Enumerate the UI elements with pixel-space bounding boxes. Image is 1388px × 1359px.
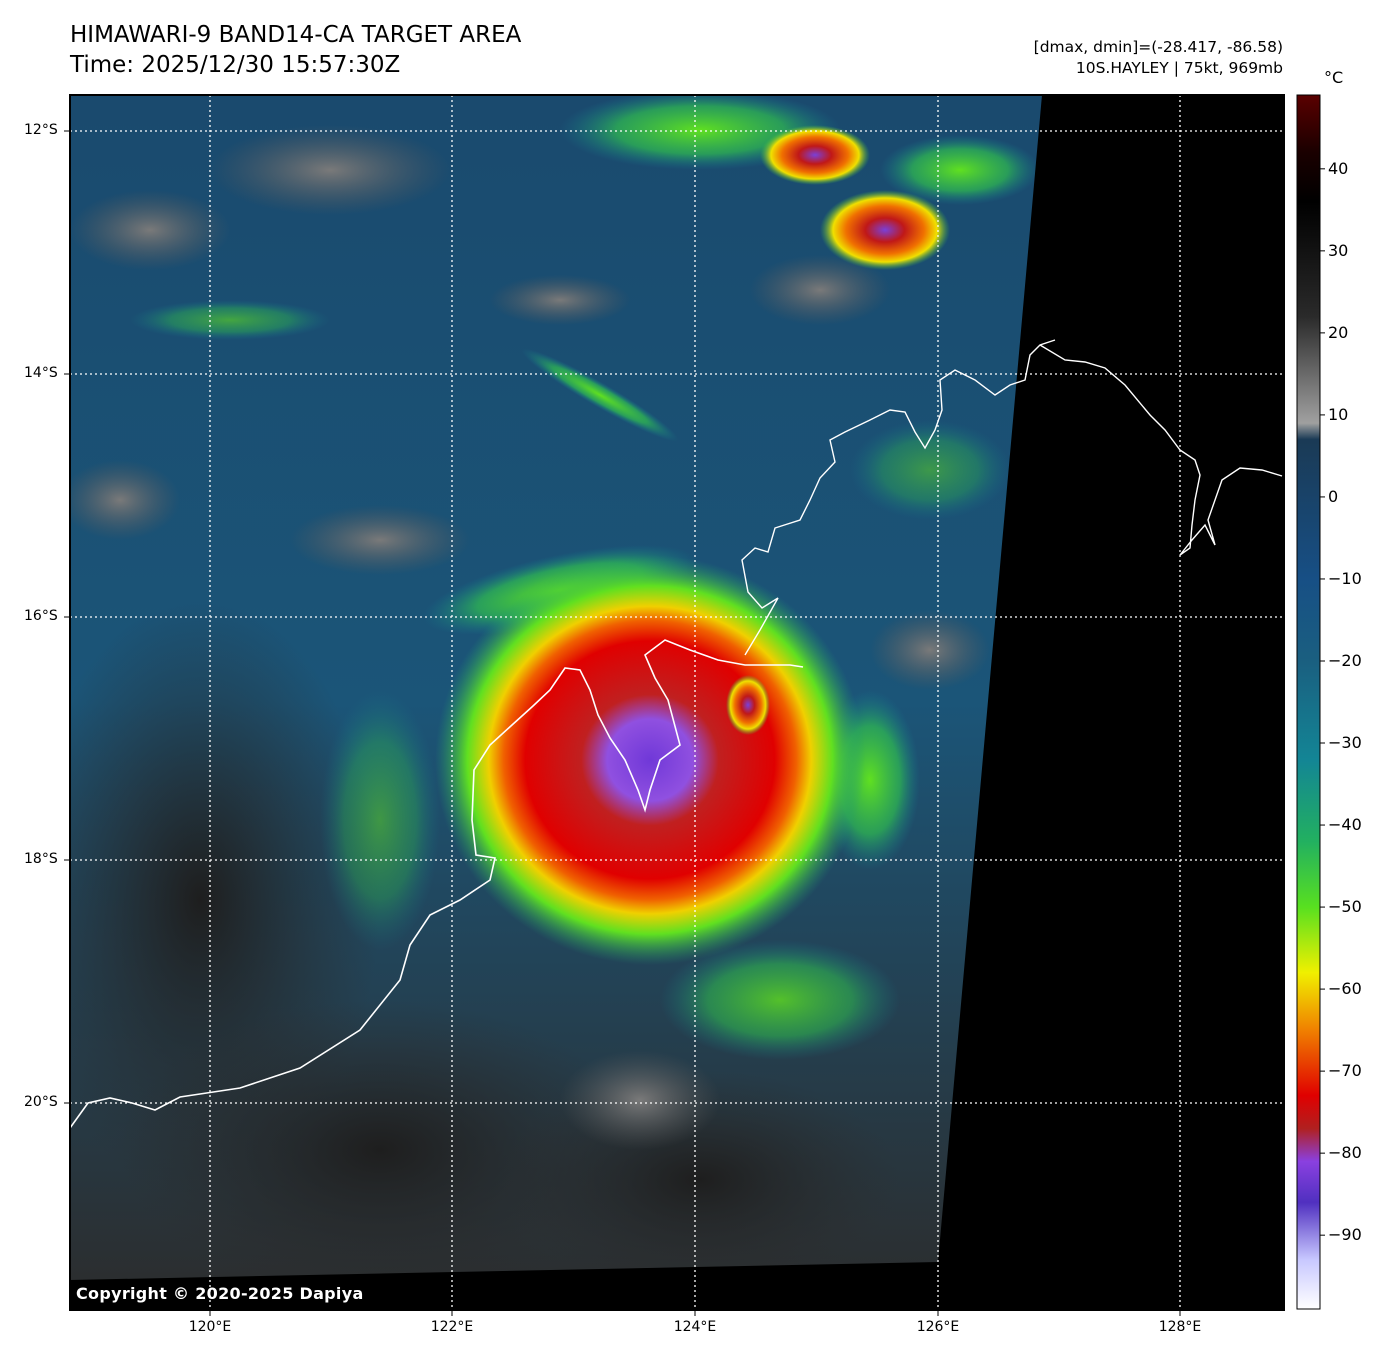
convective-cell — [760, 125, 870, 185]
coastline-kimberley — [70, 639, 804, 1129]
colorbar-tick-label: −80 — [1328, 1143, 1362, 1163]
coastline-northwest — [741, 339, 1056, 656]
graticule — [70, 95, 1284, 1310]
storm-info: 10S.HAYLEY | 75kt, 969mb — [1075, 59, 1283, 77]
copyright-notice: Copyright © 2020-2025 Dapiya — [76, 1284, 364, 1303]
low-cloud — [210, 125, 450, 215]
colorbar-tick-label: 0 — [1328, 486, 1339, 506]
convective-cell — [820, 190, 950, 270]
low-cloud — [290, 505, 470, 575]
axis-ticks — [64, 130, 1181, 1316]
spiral-band — [320, 690, 440, 950]
colorbar-tick-label: −30 — [1328, 733, 1362, 752]
spiral-band — [660, 940, 900, 1060]
cyclone-hayley-core — [435, 555, 865, 965]
coastline-northeast — [1039, 344, 1283, 556]
low-cloud — [560, 1050, 720, 1150]
colorbar-unit: °C — [1324, 68, 1344, 87]
dmax-dmin-readout: [dmax, dmin]=(-28.417, -86.58) — [1033, 38, 1283, 56]
spiral-band — [850, 420, 1010, 520]
lon-label-128e: 128°E — [1158, 1319, 1202, 1335]
low-cloud — [70, 460, 180, 540]
colorbar-tick-label: −70 — [1328, 1061, 1362, 1081]
low-cloud — [750, 255, 890, 325]
colorbar-tick-label: −50 — [1328, 897, 1362, 917]
map-frame — [69, 94, 1285, 1311]
colorbar-tick-label: −40 — [1328, 815, 1362, 835]
colorbar-tick-label: −10 — [1328, 568, 1362, 588]
colorbar-tick-label: 30 — [1328, 240, 1349, 260]
lat-label-20s: 20°S — [24, 1094, 58, 1110]
clear-sky-region — [120, 1000, 640, 1300]
colorbar-tick-label: 10 — [1328, 404, 1349, 424]
colorbar-tick-label: 40 — [1328, 158, 1349, 178]
colorbar-tick-label: −60 — [1328, 979, 1362, 999]
low-cloud — [70, 190, 230, 270]
convective-cell — [726, 675, 770, 735]
low-cloud — [870, 610, 990, 690]
lat-label-16s: 16°S — [24, 608, 58, 624]
lat-label-12s: 12°S — [24, 122, 58, 138]
lon-label-124e: 124°E — [673, 1319, 717, 1335]
colorbar-tick-label: −20 — [1328, 650, 1362, 670]
cloud-streak — [130, 300, 330, 340]
colorbar — [1296, 94, 1321, 1310]
figure-title: HIMAWARI-9 BAND14-CA TARGET AREA — [70, 22, 522, 48]
northern-convection-band — [880, 135, 1040, 205]
colorbar-tick-label: −90 — [1328, 1225, 1362, 1245]
low-cloud — [490, 275, 630, 325]
lat-label-18s: 18°S — [24, 851, 58, 867]
lon-label-126e: 126°E — [916, 1319, 960, 1335]
no-data-region — [70, 95, 1284, 1310]
figure-timestamp: Time: 2025/12/30 15:57:30Z — [70, 52, 401, 78]
lat-label-14s: 14°S — [24, 365, 58, 381]
cloud-streak — [521, 348, 679, 442]
colorbar-tick-label: 20 — [1328, 322, 1349, 342]
lon-label-122e: 122°E — [430, 1319, 474, 1335]
colorbar-ticks — [1320, 168, 1325, 1236]
lon-label-120e: 120°E — [188, 1319, 232, 1335]
